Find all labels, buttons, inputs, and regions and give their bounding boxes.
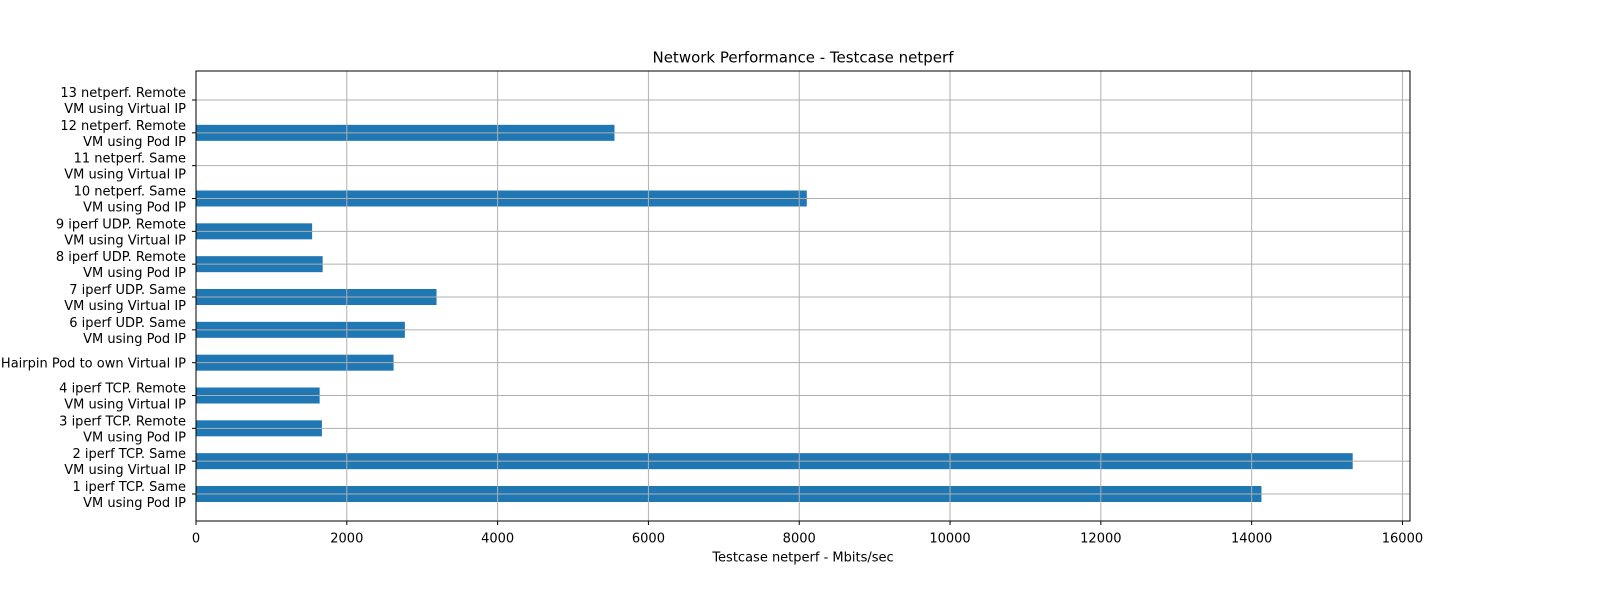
x-tick-label: 12000 [1080,532,1121,547]
y-tick-label: 3 iperf TCP. Remote VM using Pod IP [59,414,186,445]
x-tick-label: 16000 [1382,532,1423,547]
x-tick-label: 10000 [929,532,970,547]
y-tick-label: Hairpin Pod to own Virtual IP [1,357,186,372]
x-tick-label: 4000 [481,532,514,547]
y-tick-label: 6 iperf UDP. Same VM using Pod IP [69,316,186,347]
x-axis-label: Testcase netperf - Mbits/sec [711,551,893,566]
y-tick-label: 1 iperf TCP. Same VM using Pod IP [72,480,186,511]
plot-frame [195,70,1411,522]
x-tick-label: 0 [192,532,200,547]
x-tick-label: 8000 [783,532,816,547]
y-tick-label: 4 iperf TCP. Remote VM using Virtual IP [59,382,186,413]
y-tick-label: 9 iperf UDP. Remote VM using Virtual IP [56,217,186,248]
x-tick-label: 6000 [632,532,665,547]
y-tick-label: 12 netperf. Remote VM using Pod IP [60,119,186,150]
y-tick-label: 2 iperf TCP. Same VM using Virtual IP [64,447,186,478]
x-tick-label: 14000 [1231,532,1272,547]
y-tick-label: 7 iperf UDP. Same VM using Virtual IP [64,283,186,314]
chart-title: Network Performance - Testcase netperf [652,49,954,67]
y-tick-label: 13 netperf. Remote VM using Virtual IP [60,86,186,117]
y-tick-label: 8 iperf UDP. Remote VM using Pod IP [56,250,186,281]
y-tick-label: 11 netperf. Same VM using Virtual IP [64,152,186,183]
y-tick-label: 10 netperf. Same VM using Pod IP [74,185,187,216]
x-tick-label: 2000 [330,532,363,547]
